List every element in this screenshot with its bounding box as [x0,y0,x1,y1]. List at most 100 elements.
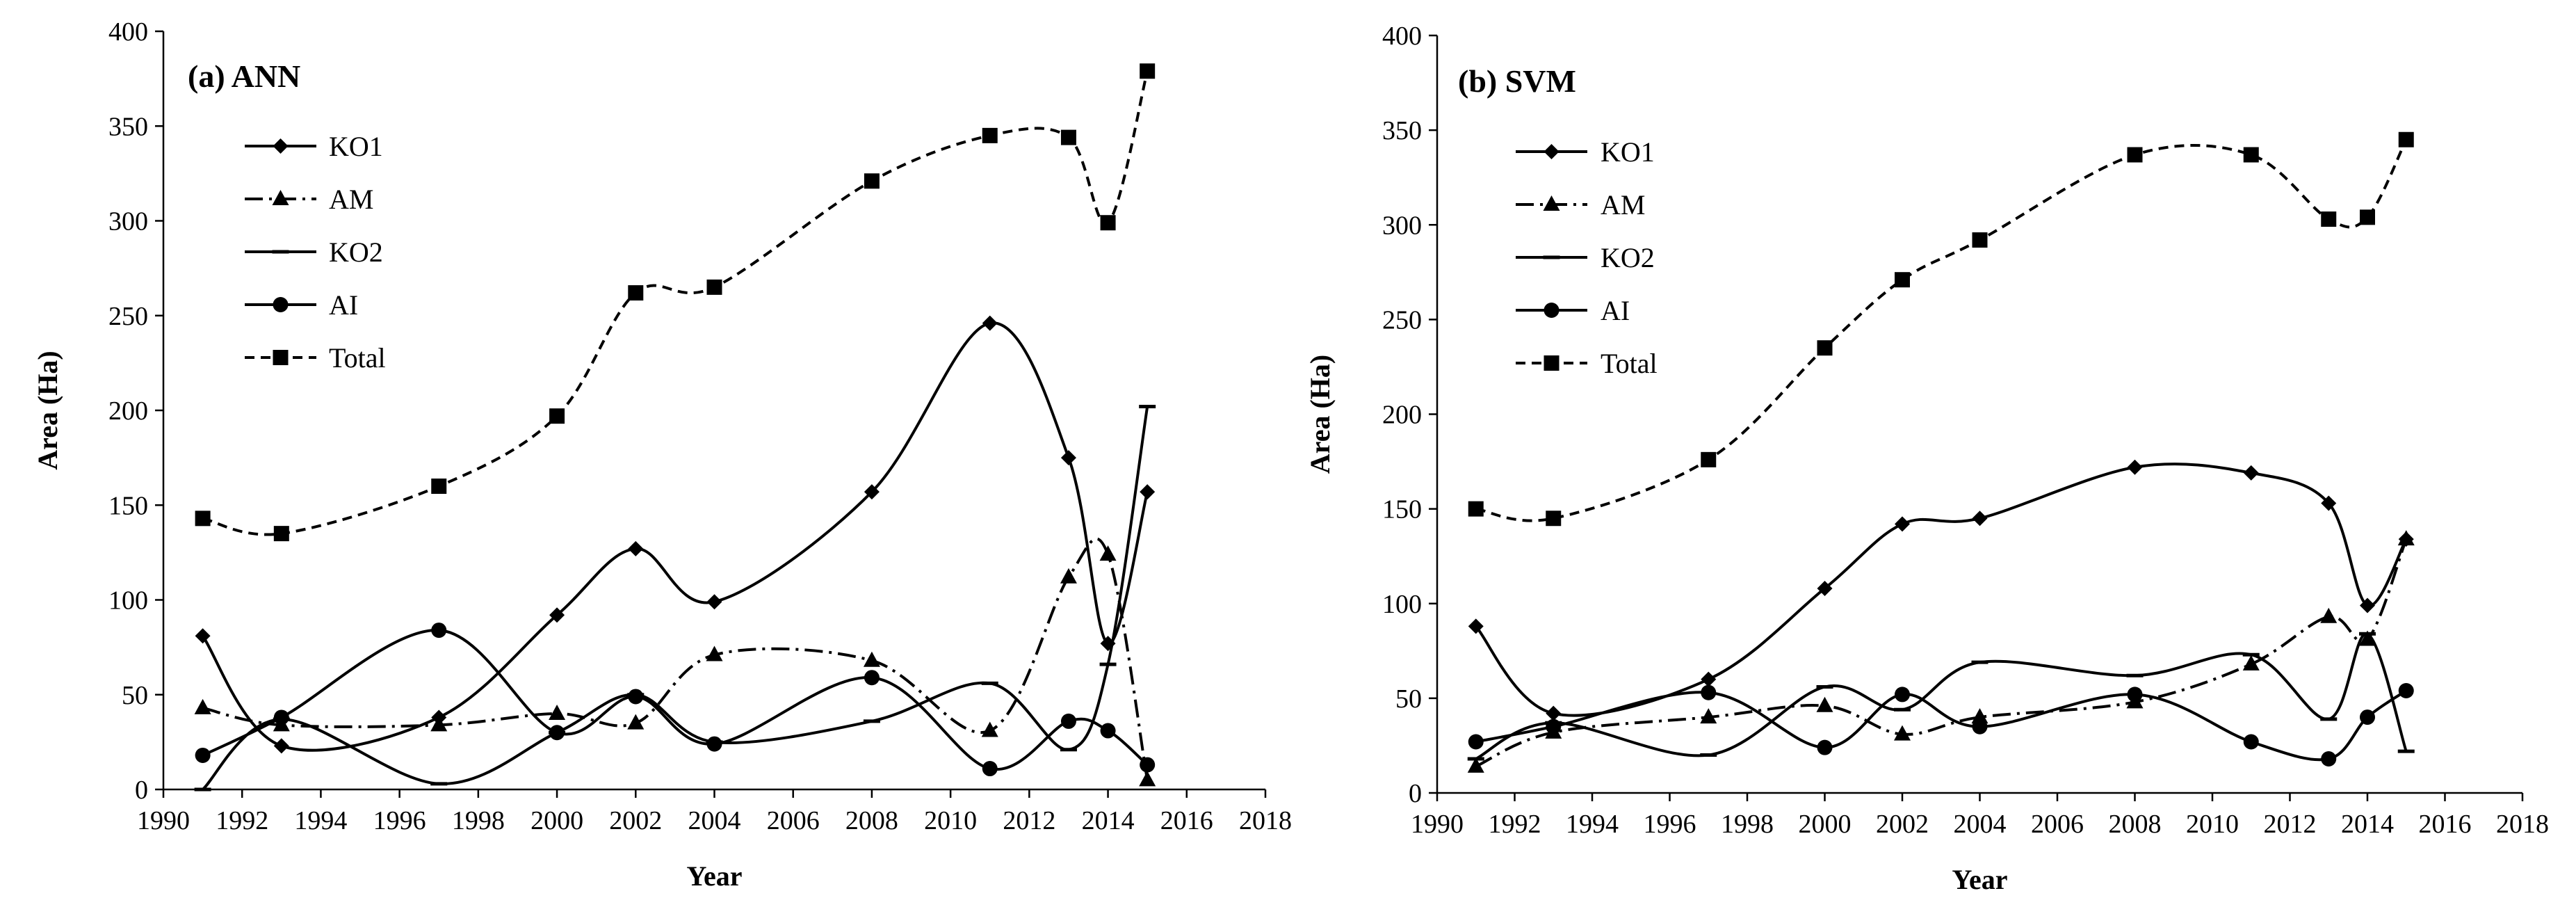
data-point-ai [1546,719,1562,735]
x-tick-label: 2000 [530,806,583,835]
data-point-ai [864,670,880,686]
data-point-total [864,173,880,189]
y-tick-label: 50 [1395,684,1422,714]
data-point-ko1 [2127,459,2143,475]
data-point-ai [2243,734,2259,750]
data-point-ai [195,747,211,763]
data-point-ko1 [273,738,289,754]
data-point-ko1 [1546,705,1562,721]
series-line-am [202,537,1149,780]
legend-label: AI [1601,295,1630,326]
x-tick-label: 1992 [1489,810,1541,839]
y-tick-label: 250 [108,302,148,331]
y-tick-label: 250 [1382,305,1422,335]
data-point-total [1817,340,1833,356]
y-axis-title: Area (Ha) [1304,355,1336,474]
data-point-ai [1817,739,1833,755]
chart-title: (a) ANN [188,58,300,94]
legend-label: Total [1601,348,1658,379]
y-tick-label: 300 [108,207,148,236]
data-point-total [706,279,722,295]
x-tick-label: 1990 [137,806,190,835]
data-point-total [549,408,565,424]
data-point-total [2398,131,2414,147]
x-axis-title: Year [687,860,743,892]
series-ko2 [194,405,1156,792]
y-axis-title: Area (Ha) [32,351,63,469]
data-point-am [2320,607,2338,623]
legend-marker [1544,144,1560,159]
data-point-ai [1468,734,1484,750]
data-point-am [549,705,566,720]
data-point-ai [1972,719,1988,735]
data-point-total [273,526,289,542]
data-point-am [2242,655,2260,671]
data-point-am [981,721,998,737]
legend-item-ko1: KO1 [1516,136,1655,168]
data-point-ko1 [1817,580,1833,596]
x-tick-label: 2004 [688,806,741,835]
legend-label: AM [329,184,373,215]
data-point-am [1060,568,1077,584]
data-point-ai [2127,687,2143,703]
x-tick-label: 2006 [2031,810,2084,839]
legend-item-am: AM [245,184,373,215]
data-point-total [982,127,998,143]
data-point-am [1700,708,1717,724]
data-point-ai [1140,757,1156,773]
series-ai [195,623,1156,777]
data-point-ko1 [706,594,722,610]
x-tick-label: 1990 [1411,810,1464,839]
series-ai [1468,682,2414,767]
data-point-total [2321,211,2337,227]
chart-title: (b) SVM [1458,63,1576,99]
series-ko1 [195,315,1156,754]
legend-item-total: Total [245,342,386,374]
x-tick-label: 1996 [1644,810,1696,839]
data-point-ai [1060,713,1076,729]
data-point-ko1 [1060,450,1076,466]
data-point-am [706,645,723,661]
x-tick-label: 2010 [924,806,977,835]
data-point-am [430,716,448,732]
x-tick-label: 2002 [1876,810,1929,839]
legend-label: KO1 [329,131,383,162]
y-tick-label: 400 [108,17,148,47]
data-point-total [1701,451,1717,467]
data-point-ai [549,725,565,741]
x-tick-label: 2004 [1954,810,2007,839]
x-tick-label: 2018 [2496,810,2549,839]
data-point-ko1 [2360,597,2375,613]
y-tick-label: 200 [1382,401,1422,430]
legend-item-ko2: KO2 [1516,242,1655,273]
y-tick-label: 350 [108,112,148,141]
data-point-am [1099,545,1117,561]
y-tick-label: 300 [1382,211,1422,240]
data-point-total [431,479,447,494]
x-tick-label: 2006 [767,806,820,835]
data-point-ai [2360,709,2375,725]
data-point-ko1 [1468,618,1484,634]
legend-item-ko2: KO2 [245,236,383,268]
legend-item-ai: AI [1516,295,1630,326]
data-point-am [194,698,211,714]
series-line-ai [202,629,1149,771]
data-point-ko1 [1701,671,1717,687]
legend-marker [273,297,289,312]
series-line-ko2 [202,406,1149,791]
series-total [195,63,1156,542]
legend-marker [273,350,289,365]
y-tick-label: 350 [1382,116,1422,145]
series-ko1 [1468,459,2414,721]
x-tick-label: 2010 [2186,810,2239,839]
data-point-am [2397,530,2415,546]
x-tick-label: 2000 [1799,810,1852,839]
data-point-am [1971,708,1988,724]
legend-label: KO2 [329,236,383,268]
legend-marker [272,190,289,205]
y-tick-label: 50 [122,681,148,710]
chart-panel-svm: 0 50 100 150 200 250 300 350 400 1990 1992 1994 1996… [1304,22,2549,895]
data-point-total [1100,215,1116,231]
data-point-total [1546,511,1562,527]
